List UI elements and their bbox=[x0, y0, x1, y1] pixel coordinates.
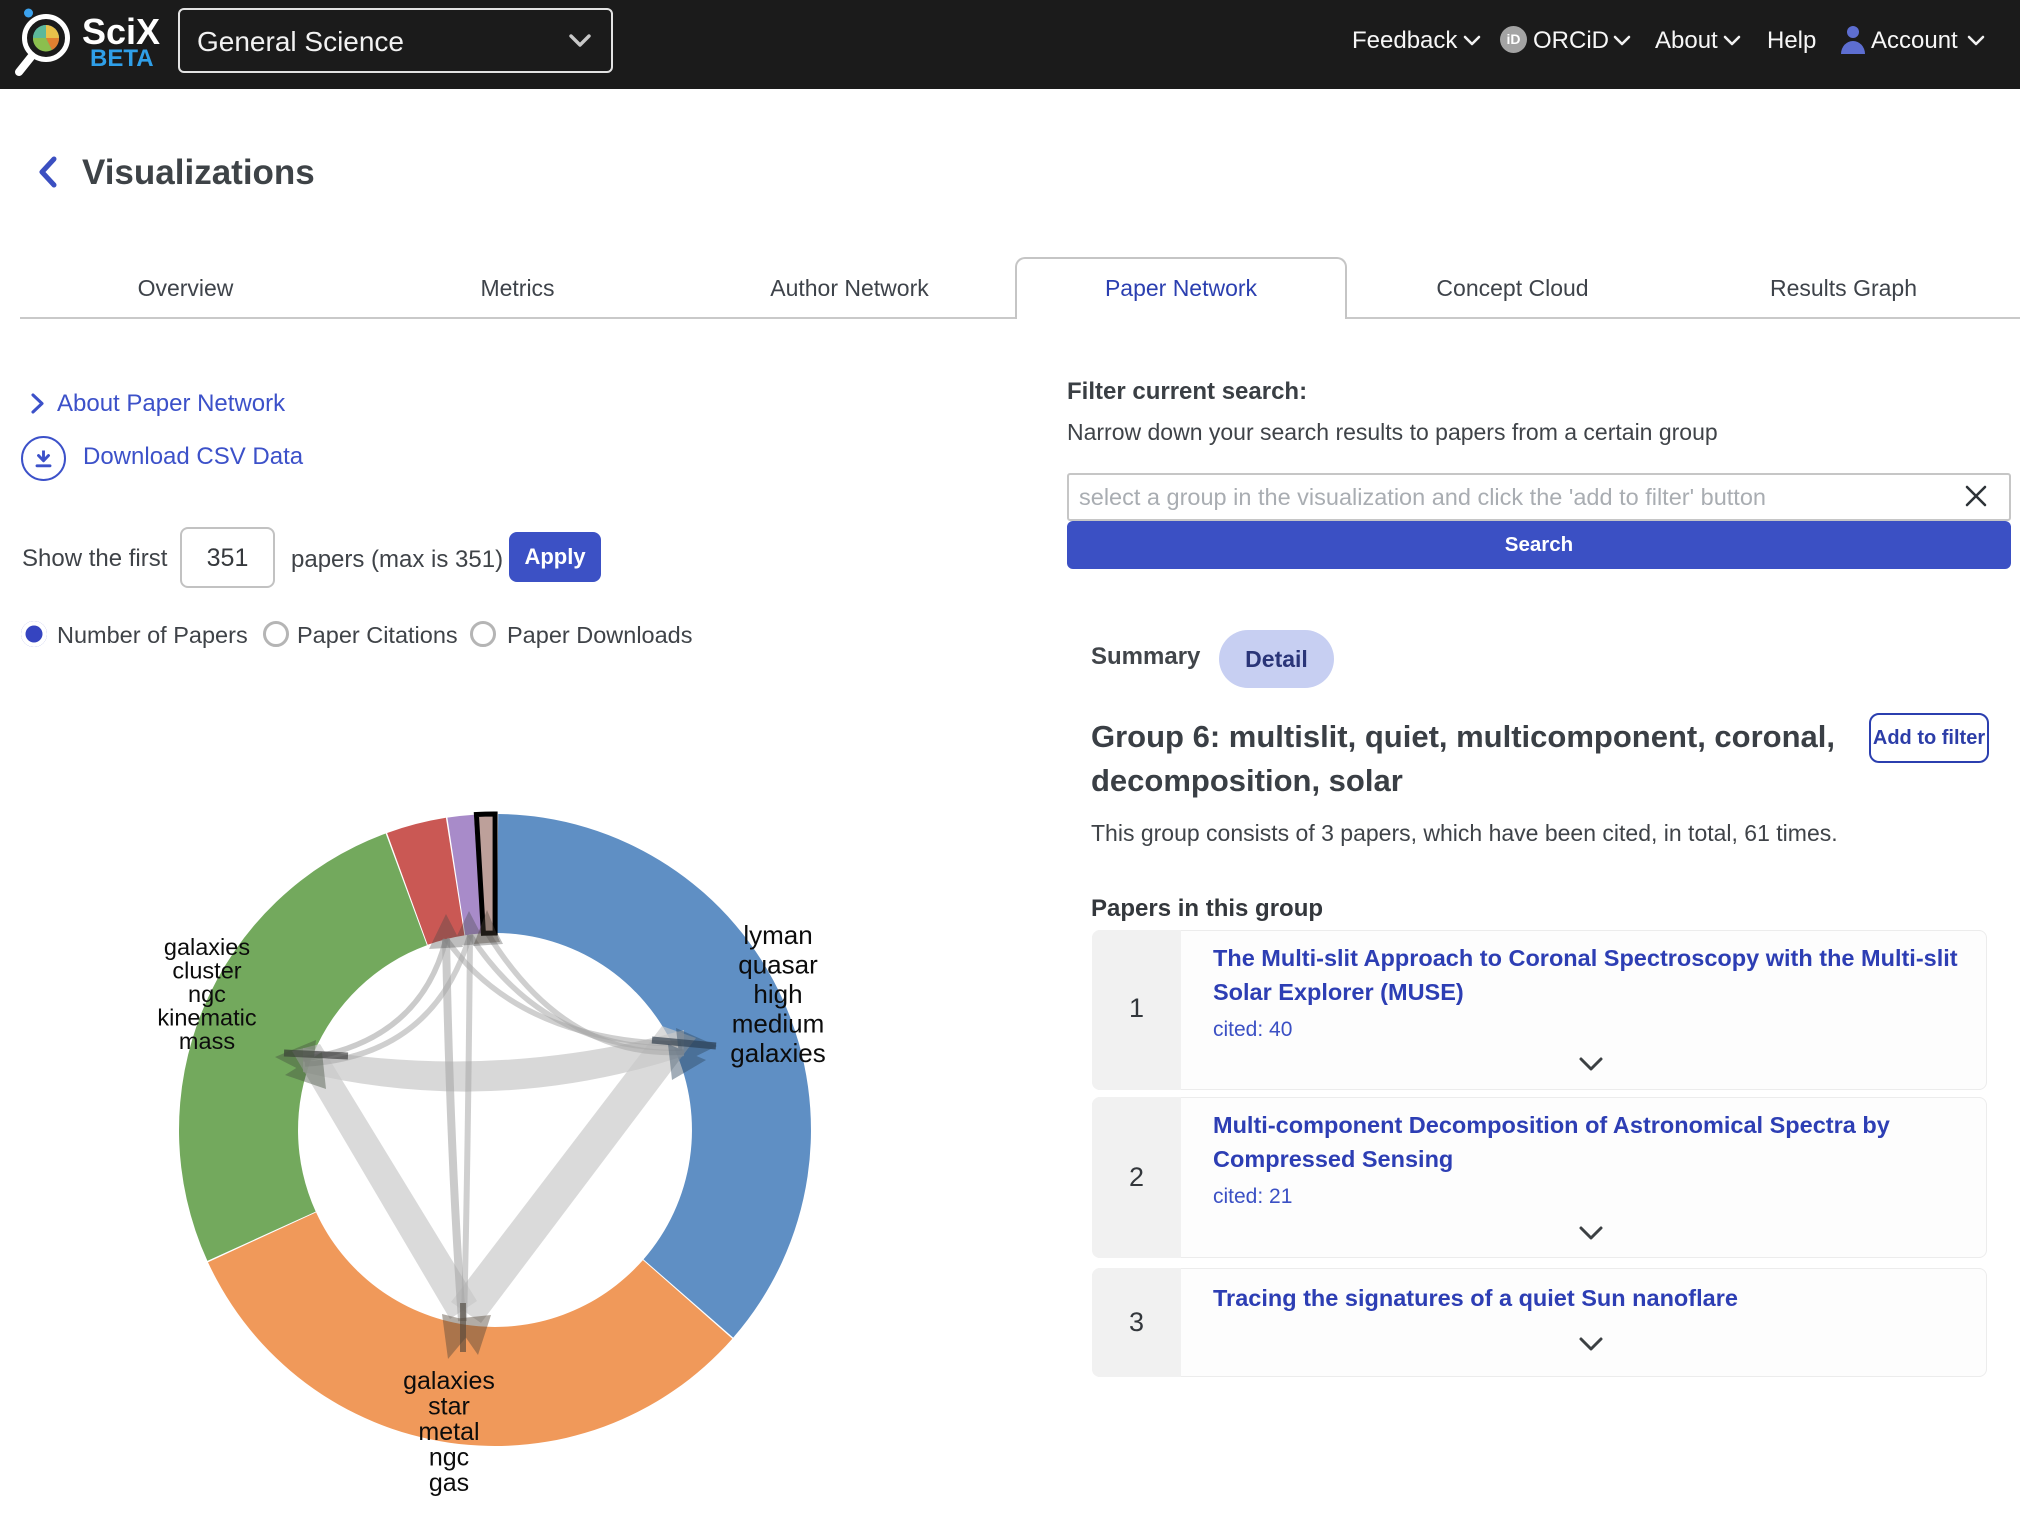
svg-text:ngc: ngc bbox=[188, 981, 226, 1007]
svg-text:medium: medium bbox=[732, 1009, 824, 1039]
svg-text:quasar: quasar bbox=[738, 950, 818, 980]
svg-text:galaxies: galaxies bbox=[164, 934, 250, 960]
svg-text:mass: mass bbox=[179, 1028, 235, 1054]
svg-text:ngc: ngc bbox=[429, 1444, 469, 1472]
svg-text:lyman: lyman bbox=[743, 920, 812, 950]
svg-text:galaxies: galaxies bbox=[730, 1038, 825, 1068]
svg-text:star: star bbox=[428, 1393, 470, 1421]
svg-text:cluster: cluster bbox=[172, 958, 241, 984]
svg-text:kinematic: kinematic bbox=[157, 1005, 257, 1031]
svg-text:gas: gas bbox=[429, 1469, 469, 1497]
svg-text:galaxies: galaxies bbox=[403, 1367, 495, 1395]
svg-text:high: high bbox=[753, 979, 802, 1009]
svg-text:metal: metal bbox=[418, 1418, 479, 1446]
